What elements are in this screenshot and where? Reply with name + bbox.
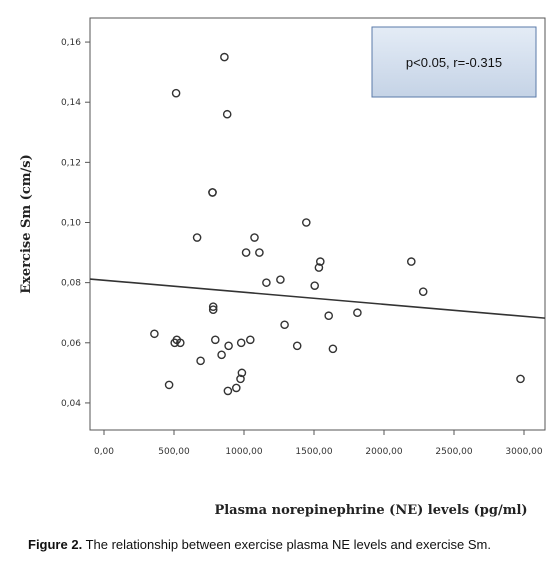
data-point xyxy=(301,218,311,227)
data-point xyxy=(280,320,289,330)
data-point xyxy=(170,338,179,348)
y-tick-label: 0,08 xyxy=(61,279,81,289)
data-point xyxy=(255,248,264,257)
data-point xyxy=(171,88,181,98)
data-point xyxy=(192,233,202,242)
data-point xyxy=(150,329,159,339)
y-tick-label: 0,16 xyxy=(61,38,81,48)
data-point xyxy=(236,374,245,384)
data-point xyxy=(310,281,320,290)
data-point xyxy=(262,278,271,287)
data-point xyxy=(231,383,241,393)
data-point xyxy=(224,341,233,351)
data-point xyxy=(237,368,247,378)
y-tick-label: 0,14 xyxy=(61,98,81,108)
figure-label: Figure 2. xyxy=(28,537,83,552)
y-tick-label: 0,12 xyxy=(61,158,81,168)
data-point xyxy=(222,109,232,119)
x-tick-label: 2500,00 xyxy=(435,447,472,457)
x-tick-label: 1500,00 xyxy=(295,447,332,457)
data-point xyxy=(516,374,525,384)
figure-caption: Figure 2. The relationship between exerc… xyxy=(28,537,548,552)
x-tick-label: 1000,00 xyxy=(225,447,262,457)
annotation-text: p<0.05, r=-0.315 xyxy=(406,55,502,70)
data-point xyxy=(314,263,324,272)
data-point xyxy=(208,305,218,315)
y-tick-label: 0,10 xyxy=(61,218,81,228)
data-point xyxy=(210,335,220,345)
data-point xyxy=(324,311,334,321)
data-point xyxy=(250,233,259,242)
y-tick-label: 0,04 xyxy=(61,399,81,409)
data-points xyxy=(150,52,525,396)
y-axis-title: Exercise Sm (cm/s) xyxy=(19,154,34,293)
data-point xyxy=(276,275,285,284)
data-point xyxy=(208,188,217,197)
y-axis: 0,04 0,06 0,08 0,10 0,12 0,14 0,16 xyxy=(61,38,90,409)
data-point xyxy=(315,257,325,266)
data-point xyxy=(196,356,205,366)
annotation-box xyxy=(371,26,537,98)
figure-caption-text: The relationship between exercise plasma… xyxy=(82,537,491,552)
fit-line xyxy=(89,278,546,319)
x-tick-label: 500,00 xyxy=(158,447,190,457)
x-axis-title: Plasma norepinephrine (NE) levels (pg/ml… xyxy=(214,503,527,518)
data-point xyxy=(353,308,362,318)
x-tick-label: 2000,00 xyxy=(365,447,402,457)
data-point xyxy=(236,338,246,348)
x-tick-label: 3000,00 xyxy=(505,447,542,457)
data-point xyxy=(328,344,338,354)
data-point xyxy=(223,386,233,396)
y-tick-label: 0,06 xyxy=(61,339,81,349)
data-point xyxy=(241,248,251,257)
x-tick-label: 0,00 xyxy=(94,447,114,457)
data-point xyxy=(164,380,174,390)
data-point xyxy=(217,350,226,360)
data-point xyxy=(208,302,218,312)
data-point xyxy=(245,335,255,345)
x-axis: 0,00 500,00 1000,00 1500,00 2000,00 2500,00 30… xyxy=(94,430,543,457)
data-point xyxy=(220,52,229,62)
data-point xyxy=(175,338,185,348)
scatter-chart: 0,00 500,00 1000,00 1500,00 2000,00 2500,00 30… xyxy=(19,17,546,518)
data-point xyxy=(406,257,416,266)
data-point xyxy=(418,287,428,296)
data-point xyxy=(292,341,302,351)
